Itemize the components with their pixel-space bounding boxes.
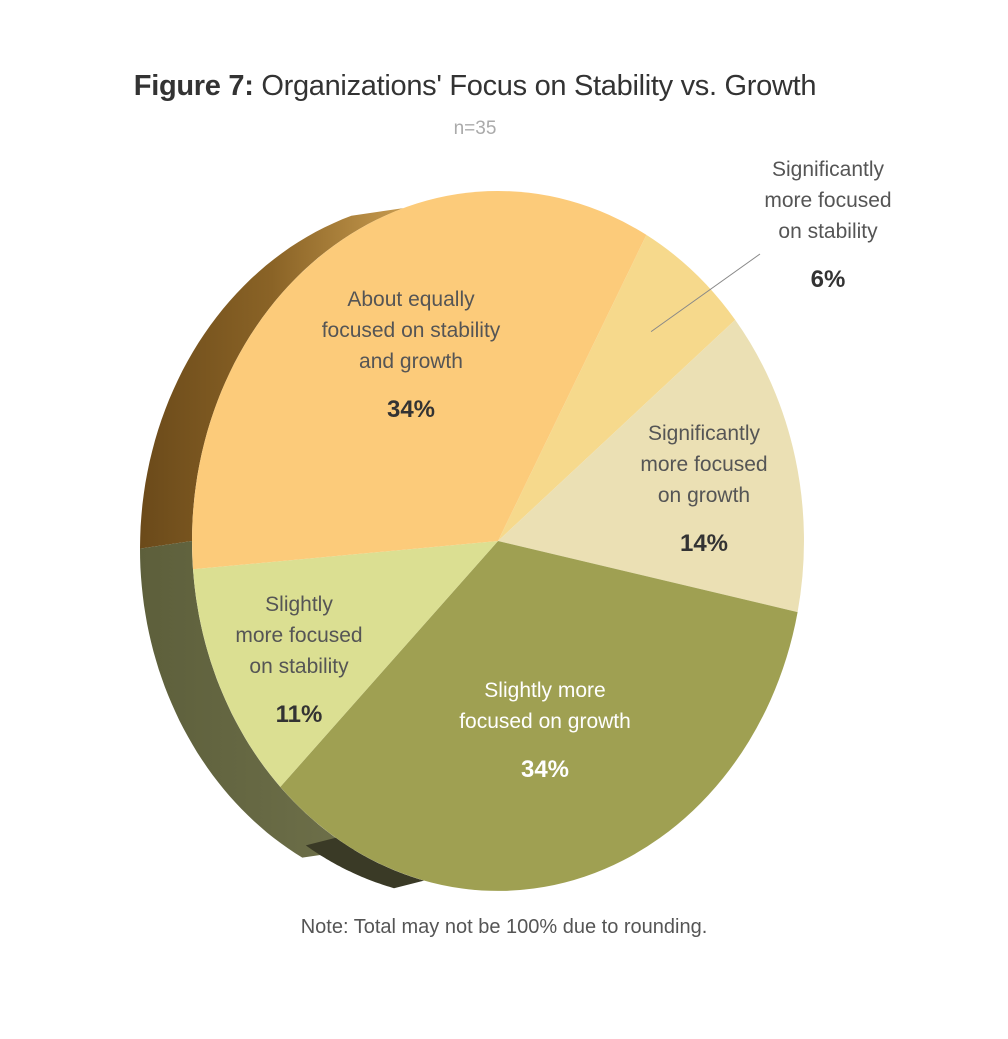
pie-side-lower <box>140 541 355 858</box>
slice-label: on growth <box>658 484 750 507</box>
slice-label: Slightly <box>265 593 333 616</box>
pie-slice <box>498 319 804 613</box>
slice-value-label: 6% <box>811 266 846 293</box>
slice-label: and growth <box>359 350 463 373</box>
pie-slice <box>280 541 798 891</box>
slice-label: Significantly <box>648 422 761 445</box>
slice-label: more focused <box>640 453 767 476</box>
pie-slice <box>193 541 498 787</box>
pie-side-bottom <box>305 837 424 889</box>
figure-title: Organizations' Focus on Stability vs. Gr… <box>261 70 817 102</box>
pie-side-upper <box>140 208 404 549</box>
slice-value-label: 34% <box>521 756 569 783</box>
figure-label: Figure 7: <box>133 70 254 102</box>
slice-value-label: 11% <box>276 701 323 728</box>
pie-labels: Significantly more focused on stability 6% S… <box>235 158 891 783</box>
chart-title: Figure 7: Organizations' Focus on Stabil… <box>0 70 950 103</box>
slice-value-label: 34% <box>387 396 435 423</box>
chart-note: Note: Total may not be 100% due to round… <box>300 916 708 938</box>
leader-line <box>650 253 761 333</box>
pie-slices <box>191 190 804 891</box>
slice-label: focused on stability <box>322 319 501 342</box>
slice-label: more focused <box>764 189 891 212</box>
pie-slice <box>191 190 647 570</box>
slice-value-label: 14% <box>680 530 728 557</box>
slice-label: Slightly more <box>484 679 605 702</box>
slice-label: About equally <box>347 288 475 311</box>
slice-label: Significantly <box>772 158 885 181</box>
slice-label: focused on growth <box>459 710 631 733</box>
pie-depth-side <box>140 208 424 889</box>
chart-subtitle: n=35 <box>453 118 497 139</box>
slice-label: more focused <box>235 624 362 647</box>
slice-label: on stability <box>249 655 349 678</box>
slice-label: on stability <box>778 220 878 243</box>
pie-slice <box>498 234 736 541</box>
